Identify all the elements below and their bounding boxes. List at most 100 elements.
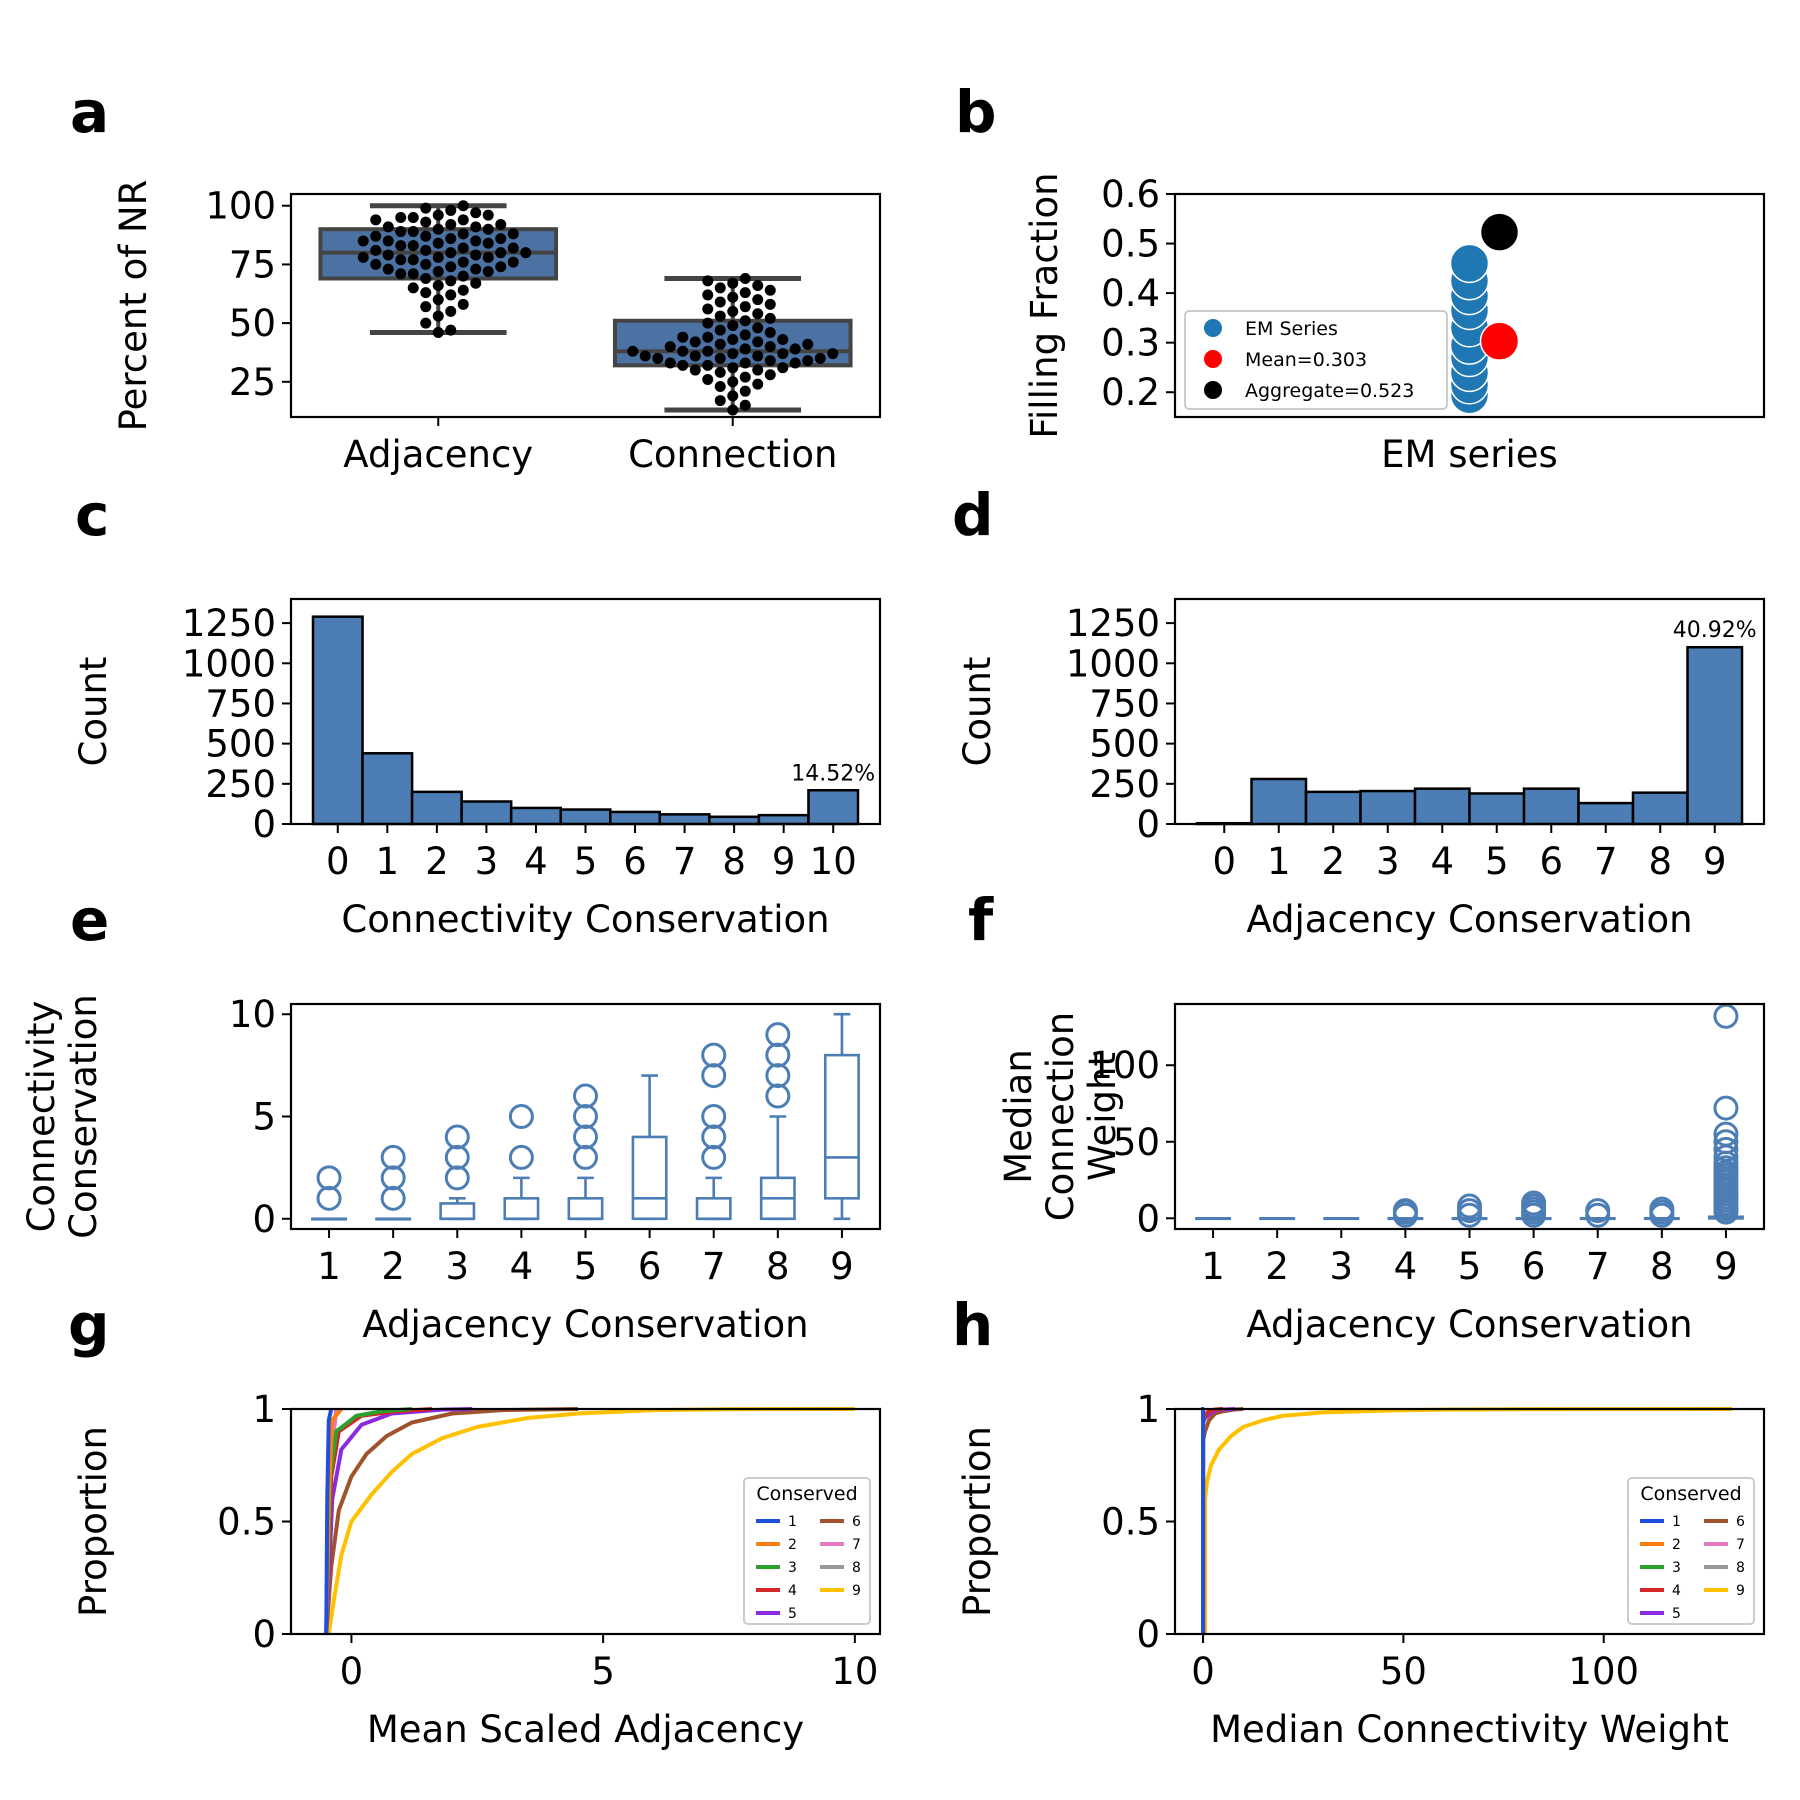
swarm-point: [382, 263, 394, 275]
y-axis-label: Filling Fraction: [1023, 172, 1066, 438]
swarm-point: [470, 249, 482, 261]
legend-entry: EM Series: [1245, 318, 1338, 340]
x-tick-label: 6: [1539, 840, 1563, 883]
panel-letter-c: c: [75, 481, 109, 549]
outlier: [765, 1063, 791, 1089]
swarm-point: [407, 240, 419, 252]
legend-entry: 7: [852, 1537, 861, 1553]
swarm-point: [639, 350, 651, 362]
swarm-point: [482, 223, 494, 235]
swarm-point: [382, 221, 394, 233]
swarm-point: [777, 362, 789, 374]
swarm-point: [727, 376, 739, 388]
swarm-point: [420, 230, 432, 242]
box: [631, 1135, 668, 1221]
swarm-point: [370, 214, 382, 226]
x-tick-label: 5: [591, 1650, 615, 1693]
bar: [1522, 787, 1580, 826]
outlier: [765, 1022, 791, 1048]
x-tick-label: 10: [831, 1650, 878, 1693]
swarm-point: [407, 254, 419, 266]
swarm-point: [714, 282, 726, 294]
outlier: [1713, 1136, 1739, 1162]
swarm-point: [727, 305, 739, 317]
swarm-point: [702, 303, 714, 315]
swarm-point: [714, 324, 726, 336]
outlier: [316, 1165, 342, 1191]
swarm-point: [470, 207, 482, 219]
x-tick-label: 8: [1648, 840, 1672, 883]
swarm-point: [420, 301, 432, 313]
axes-frame: [1173, 597, 1766, 826]
x-tick-label: 2: [381, 1245, 405, 1288]
swarm-point: [357, 235, 369, 247]
swarm-point: [689, 336, 701, 348]
swarm-point: [482, 251, 494, 263]
swarm-point: [627, 345, 639, 357]
swarm-point: [395, 268, 407, 280]
swarm-point: [702, 331, 714, 343]
legend-entry: 2: [788, 1537, 797, 1553]
swarm-point: [457, 228, 469, 240]
swarm-point: [445, 305, 457, 317]
x-tick-label: 1: [376, 840, 400, 883]
swarm-point: [407, 282, 419, 294]
x-tick-label: 5: [574, 1245, 598, 1288]
y-tick-label: 0.3: [1101, 322, 1160, 365]
outlier: [701, 1042, 727, 1068]
legend-entry: Aggregate=0.523: [1245, 380, 1414, 402]
y-tick-label: 750: [205, 682, 276, 725]
swarm-point: [777, 334, 789, 346]
legend-entry: 4: [788, 1583, 797, 1599]
swarm-point: [507, 242, 519, 254]
x-tick-label: Connection: [628, 433, 837, 476]
outlier: [1392, 1198, 1418, 1224]
y-tick-label: 0.6: [1101, 173, 1160, 216]
outlier: [701, 1063, 727, 1089]
y-tick-label: 1000: [1066, 642, 1160, 685]
swarm-point: [445, 275, 457, 287]
swarm-point: [739, 343, 751, 355]
bar: [1577, 801, 1635, 826]
outlier: [1713, 1095, 1739, 1121]
x-tick-label: 4: [524, 840, 548, 883]
bar: [1631, 791, 1689, 826]
x-tick-label: 0: [1191, 1650, 1215, 1693]
swarm-point: [727, 362, 739, 374]
legend-entry: 3: [1672, 1560, 1681, 1576]
swarm-point: [457, 284, 469, 296]
swarm-point: [420, 216, 432, 228]
x-tick-label: 4: [1394, 1245, 1418, 1288]
bar: [509, 806, 562, 826]
swarm-point: [507, 256, 519, 268]
swarm-point: [507, 228, 519, 240]
panel-letter-d: d: [952, 481, 994, 549]
y-tick-label: 5: [252, 1096, 276, 1139]
swarm-point: [432, 310, 444, 322]
outlier: [573, 1144, 598, 1170]
legend-marker: [1204, 381, 1222, 399]
swarm-point: [752, 308, 764, 320]
swarm-point: [445, 233, 457, 245]
legend-entry: 9: [1736, 1583, 1745, 1599]
outlier: [1585, 1198, 1611, 1224]
swarm-point: [702, 359, 714, 371]
y-tick-label: 0: [252, 1613, 276, 1656]
y-axis-label: Weight: [1081, 1052, 1124, 1181]
swarm-point: [777, 348, 789, 360]
legend-entry: 1: [788, 1514, 797, 1530]
swarm-point: [727, 319, 739, 331]
y-axis-label: Percent of NR: [112, 180, 155, 432]
swarm-point: [702, 345, 714, 357]
outlier: [765, 1083, 791, 1109]
outlier: [573, 1104, 598, 1129]
x-tick-label: 5: [1485, 840, 1509, 883]
y-tick-label: 0.2: [1101, 371, 1160, 414]
bar-annotation: 14.52%: [791, 761, 875, 786]
swarm-point: [714, 380, 726, 392]
legend-entry: 6: [852, 1514, 861, 1530]
swarm-point: [407, 268, 419, 280]
swarm-point: [445, 324, 457, 336]
x-tick-label: 1: [1267, 840, 1291, 883]
swarm-point: [727, 277, 739, 289]
